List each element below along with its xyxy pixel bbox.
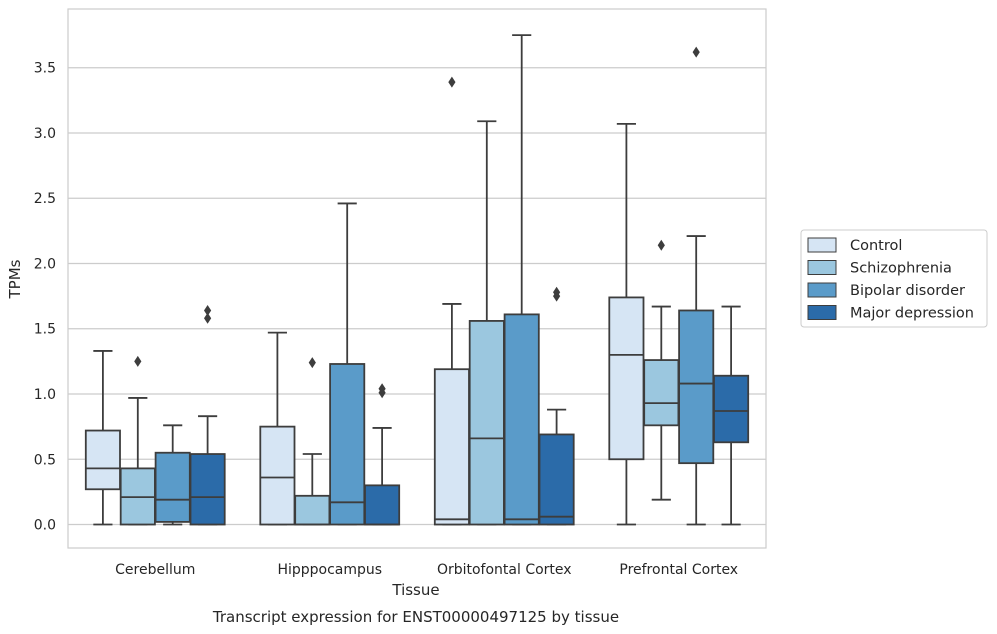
y-tick-label: 0.5 bbox=[34, 452, 56, 468]
legend-label: Bipolar disorder bbox=[850, 283, 965, 299]
box-group bbox=[84, 350, 121, 526]
legend: Control Schizophrenia Bipolar disorder Majo… bbox=[800, 229, 988, 328]
legend-swatch bbox=[807, 237, 837, 253]
box-group bbox=[433, 76, 470, 526]
box-group bbox=[259, 331, 296, 526]
y-tick-label: 2.0 bbox=[34, 256, 56, 272]
legend-swatch bbox=[807, 260, 837, 275]
box-group bbox=[364, 383, 401, 526]
x-tick-label: Orbitofontal Cortex bbox=[437, 562, 572, 578]
box bbox=[643, 359, 680, 427]
box bbox=[364, 484, 401, 526]
box-group bbox=[119, 355, 156, 526]
box bbox=[468, 320, 505, 526]
box-group bbox=[468, 120, 505, 526]
legend-label: Major depression bbox=[850, 306, 974, 322]
y-tick-label: 0.0 bbox=[34, 518, 56, 534]
box bbox=[294, 494, 331, 526]
x-axis: Cerebellum Hipppocampus Orbitofontal Corte… bbox=[115, 562, 738, 578]
box bbox=[189, 453, 226, 526]
box-group bbox=[678, 46, 715, 526]
box bbox=[433, 368, 470, 526]
outlier-point bbox=[553, 286, 561, 298]
x-tick-label: Cerebellum bbox=[115, 562, 195, 578]
outlier-point bbox=[657, 239, 665, 251]
box-group bbox=[329, 202, 366, 526]
box bbox=[608, 296, 645, 461]
legend-swatch bbox=[807, 305, 837, 320]
legend-label: Control bbox=[850, 238, 902, 254]
legend-label: Schizophrenia bbox=[850, 261, 952, 277]
outlier-point bbox=[308, 357, 316, 369]
box bbox=[678, 309, 715, 465]
box-group bbox=[503, 34, 540, 526]
y-axis: 0.0 0.5 1.0 1.5 2.0 2.5 3.0 3.5 bbox=[34, 61, 56, 534]
box bbox=[84, 429, 121, 491]
y-tick-label: 1.0 bbox=[34, 387, 56, 403]
y-tick-label: 3.5 bbox=[34, 61, 56, 77]
box-group bbox=[608, 122, 645, 526]
outlier-point bbox=[204, 304, 212, 316]
outlier-point bbox=[134, 355, 142, 367]
box bbox=[713, 374, 750, 444]
x-axis-title: Tissue bbox=[391, 581, 439, 599]
box-group bbox=[294, 357, 331, 526]
y-tick-label: 2.5 bbox=[34, 191, 56, 207]
y-tick-label: 3.0 bbox=[34, 126, 56, 142]
outlier-point bbox=[204, 312, 212, 324]
x-tick-label: Hipppocampus bbox=[277, 562, 382, 578]
plot-area-frame bbox=[67, 8, 767, 549]
box-group bbox=[643, 239, 680, 501]
x-tick-label: Prefrontal Cortex bbox=[619, 562, 738, 578]
legend-frame bbox=[800, 229, 988, 328]
box-group bbox=[189, 304, 226, 526]
box-group bbox=[154, 424, 191, 526]
box bbox=[154, 451, 191, 523]
outlier-point bbox=[378, 383, 386, 395]
y-tick-label: 1.5 bbox=[34, 322, 56, 338]
legend-swatch bbox=[807, 282, 837, 298]
box-series bbox=[84, 34, 750, 526]
box bbox=[259, 425, 296, 526]
outlier-point bbox=[448, 76, 456, 88]
box-group bbox=[713, 305, 750, 526]
figure-caption: Transcript expression for ENST0000049712… bbox=[212, 608, 619, 626]
box bbox=[329, 363, 366, 526]
box bbox=[503, 313, 540, 526]
box bbox=[538, 433, 575, 526]
box-group bbox=[538, 286, 575, 526]
outlier-point bbox=[692, 46, 700, 58]
y-axis-title: TPMs bbox=[6, 259, 24, 299]
